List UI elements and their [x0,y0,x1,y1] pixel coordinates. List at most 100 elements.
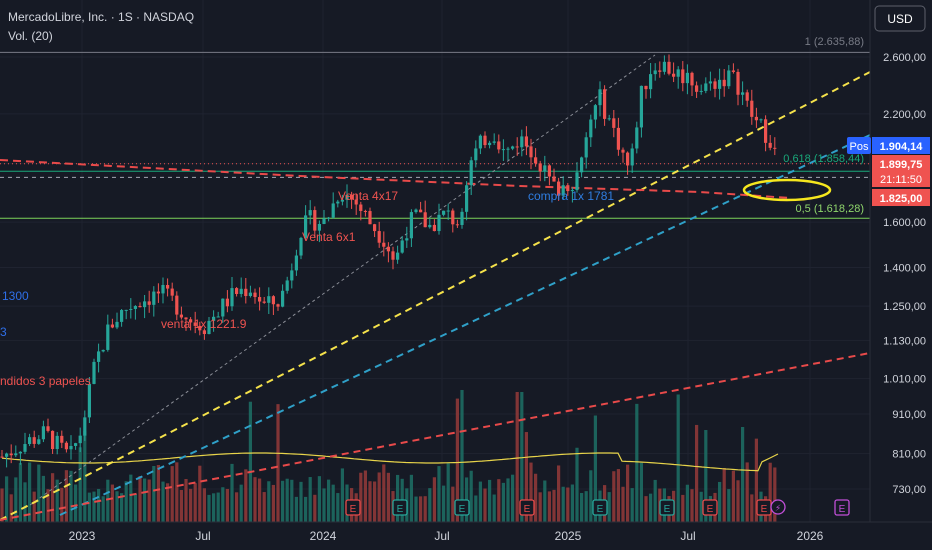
volume-bar [543,480,547,522]
candle-body [773,147,777,149]
candle-body [46,426,50,431]
volume-bar [69,470,73,522]
volume-bar [216,492,220,522]
volume-bar [129,474,133,522]
candle-body [23,444,27,452]
candle-body [584,137,588,158]
candle-body [423,212,427,228]
y-tick-label: 1.250,00 [883,301,926,313]
currency-button[interactable] [874,5,926,32]
volume-bar [695,424,699,522]
candle-body [202,330,206,335]
earnings-event-marker[interactable] [702,499,718,516]
candle-body [428,224,432,228]
candle-body [166,284,170,289]
candle-body [708,81,712,84]
candle-body [731,70,735,72]
position-badge[interactable] [847,137,871,154]
candle-body [626,152,630,166]
candle-body [497,141,501,150]
earnings-event-marker[interactable] [592,499,608,516]
candle-body [124,309,128,311]
earnings-event-marker[interactable] [519,499,535,516]
volume-bar [331,484,335,522]
candle-body [547,165,551,177]
candle-body [607,118,611,120]
candle-body [78,435,82,444]
candle-body [179,314,183,318]
candle-body [336,201,340,204]
earnings-event-marker[interactable] [834,499,850,516]
volume-bar [722,468,726,522]
candle-body [446,210,450,212]
candle-body [322,218,326,224]
earnings-event-marker[interactable] [659,499,675,516]
candle-body [616,127,620,150]
volume-bar [271,484,275,522]
candle-body [681,69,685,84]
volume-bar [327,479,331,522]
volume-bar [97,488,101,522]
candle-body [621,149,625,153]
volume-bar [368,481,372,522]
volume-bar [768,462,772,522]
candle-body [612,118,616,128]
volume-bar [189,488,193,522]
volume-bar [455,398,459,522]
volume-bar [193,483,197,522]
candle-body [156,291,160,294]
candle-body [198,325,202,331]
candle-body [32,437,36,444]
candle-body [161,284,165,294]
volume-bar [501,482,505,522]
volume-bar [32,491,36,522]
volume-bar [120,493,124,522]
candle-body [18,451,22,454]
candle-body [28,437,32,445]
volume-bar [584,491,588,522]
time-axis[interactable]: 2023 Jul 2024 Jul 2025 Jul 2026 [0,521,932,543]
position-price-tag [872,137,930,154]
candle-body [152,291,156,305]
volume-bar [506,478,510,522]
candle-body [276,304,280,307]
earnings-event-marker[interactable] [454,499,470,516]
volume-bar [386,472,390,522]
candle-body [5,453,9,457]
dividend-event-marker[interactable] [770,499,786,515]
volume-bar [87,492,91,522]
volume-bar [101,496,105,522]
candle-body [566,185,570,192]
candle-body [506,148,510,150]
candle-body [690,72,694,86]
volume-bar [414,496,418,522]
candle-body [478,135,482,149]
cyan-trendline [59,134,871,516]
volume-bar [520,392,524,522]
y-tick-label: 1.130,00 [883,335,926,347]
annotation-vendidos: ndidos 3 papeles [0,374,91,388]
candle-body [138,306,142,308]
candle-body [662,61,666,72]
volume-bar [258,478,262,522]
red-trendline [0,352,871,521]
candle-body [37,439,41,444]
volume-bar [317,476,321,522]
candle-body [727,70,731,87]
volume-bar [147,479,151,522]
earnings-event-marker[interactable] [392,499,408,516]
candle-body [193,322,197,326]
volume-bar [432,477,436,522]
candle-body [216,316,220,318]
candle-body [230,288,234,307]
volume-bar [340,468,344,522]
volume-bar [488,479,492,522]
earnings-event-marker[interactable] [345,499,361,516]
volume-bar [718,481,722,522]
volume-bar [607,492,611,522]
volume-indicator-label: Vol. (20) [8,29,53,43]
volume-bar [630,488,634,522]
candle-body [400,240,404,253]
